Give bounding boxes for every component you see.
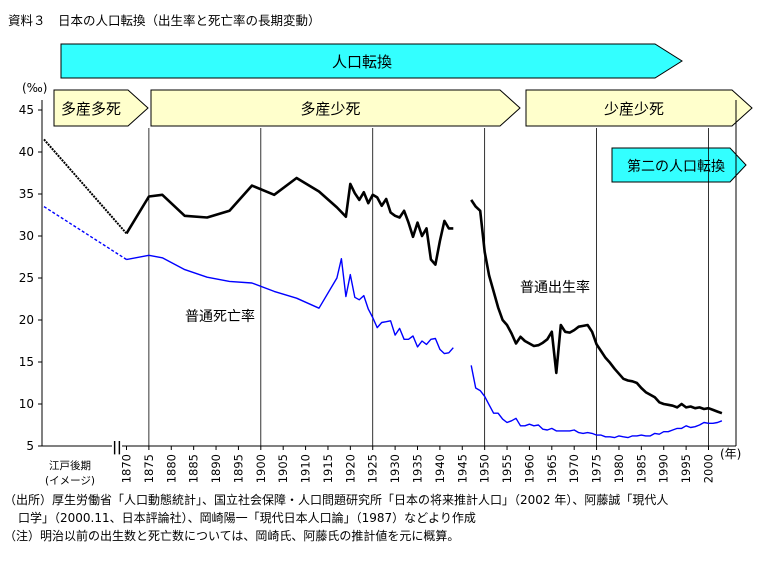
x-tick-label-1890: 1890 [209,454,223,483]
phase-label-3: 少産少死 [604,100,664,118]
x-tick-label-1925: 1925 [366,454,380,483]
x-tick-label-1940: 1940 [433,454,447,483]
edo-label-line2: (イメージ) [45,475,95,487]
x-tick-label-1870: 1870 [120,454,134,483]
x-tick-label-1975: 1975 [590,454,604,483]
second-transition-arrow [611,147,747,183]
edo-label-line1: 江戸後期 [49,459,91,472]
phase-label-1: 多産多死 [61,100,121,118]
x-tick-label-1935: 1935 [411,454,425,483]
x-tick-label-1970: 1970 [567,454,581,483]
phase-label-2: 多産少死 [300,100,360,118]
birth-rate-line-2 [470,199,723,415]
death-rate-line-1 [126,254,454,355]
x-tick-label-1885: 1885 [187,454,201,483]
y-tick-label-20: 20 [19,313,34,327]
y-axis-unit: (‰) [22,81,47,95]
figure-caption: 資料３ 日本の人口転換（出生率と死亡率の長期変動） [8,13,321,28]
estimate-note: （注）明治以前の出生数と死亡数については、岡崎氏、阿藤氏の推計値を元に概算。 [4,529,460,543]
x-tick-label-1960: 1960 [522,454,536,483]
y-tick-label-25: 25 [19,271,34,285]
x-tick-label-1985: 1985 [634,454,648,483]
death-rate-line-2 [470,365,723,439]
x-tick-label-1955: 1955 [500,454,514,483]
x-tick-label-1980: 1980 [612,454,626,483]
x-tick-label-1995: 1995 [679,454,693,483]
source-note-line-1: （出所）厚生労働省「人口動態統計」、国立社会保障・人口問題研究所「日本の将来推計… [4,493,669,507]
birth-rate-annotation: 普通出生率 [520,279,590,296]
x-tick-label-1930: 1930 [388,454,402,483]
x-tick-label-1895: 1895 [231,454,245,483]
phase-arrow-3 [525,89,753,127]
phase-arrow-1 [53,89,149,127]
second-transition-label: 第二の人口転換 [627,158,725,175]
transition-banner-arrow [60,43,683,79]
y-tick-label-15: 15 [19,355,34,369]
series-layer [43,138,723,439]
x-axis-unit: (年) [720,447,741,461]
x-tick-label-1875: 1875 [142,454,156,483]
death-rate-annotation: 普通死亡率 [185,308,255,325]
death-rate-edo-segment [43,206,127,261]
axis-break: || [112,440,122,455]
x-tick-label-1905: 1905 [276,454,290,483]
x-tick-label-1915: 1915 [321,454,335,483]
x-tick-label-2000: 2000 [702,454,716,483]
y-tick-label-5: 5 [26,439,34,453]
birth-rate-edo-segment [43,138,128,235]
axes-layer: (‰) 5 10 15 20 25 30 35 40 45 1870 1875 1880 1885 1890… [19,81,742,487]
y-tick-label-45: 45 [19,103,34,117]
x-tick-label-1945: 1945 [455,454,469,483]
transition-banner-label: 人口転換 [332,53,392,71]
y-tick-label-10: 10 [19,397,34,411]
x-tick-label-1900: 1900 [254,454,268,483]
x-tick-label-1920: 1920 [343,454,357,483]
y-tick-label-40: 40 [19,145,34,159]
chart-notes: （出所）厚生労働省「人口動態統計」、国立社会保障・人口問題研究所「日本の将来推計… [4,491,766,545]
birth-rate-line-1 [125,176,454,266]
source-note-line-2: 口学」（2000.11、日本評論社）、岡崎陽一「現代日本人口論」（1987）など… [18,511,476,525]
x-tick-label-1990: 1990 [657,454,671,483]
x-tick-label-1965: 1965 [545,454,559,483]
y-tick-label-35: 35 [19,187,34,201]
x-tick-label-1950: 1950 [478,454,492,483]
x-tick-label-1880: 1880 [164,454,178,483]
phase-arrow-2 [150,89,521,127]
y-tick-label-30: 30 [19,229,34,243]
x-tick-label-1910: 1910 [299,454,313,483]
axis-break-mask [112,438,122,454]
